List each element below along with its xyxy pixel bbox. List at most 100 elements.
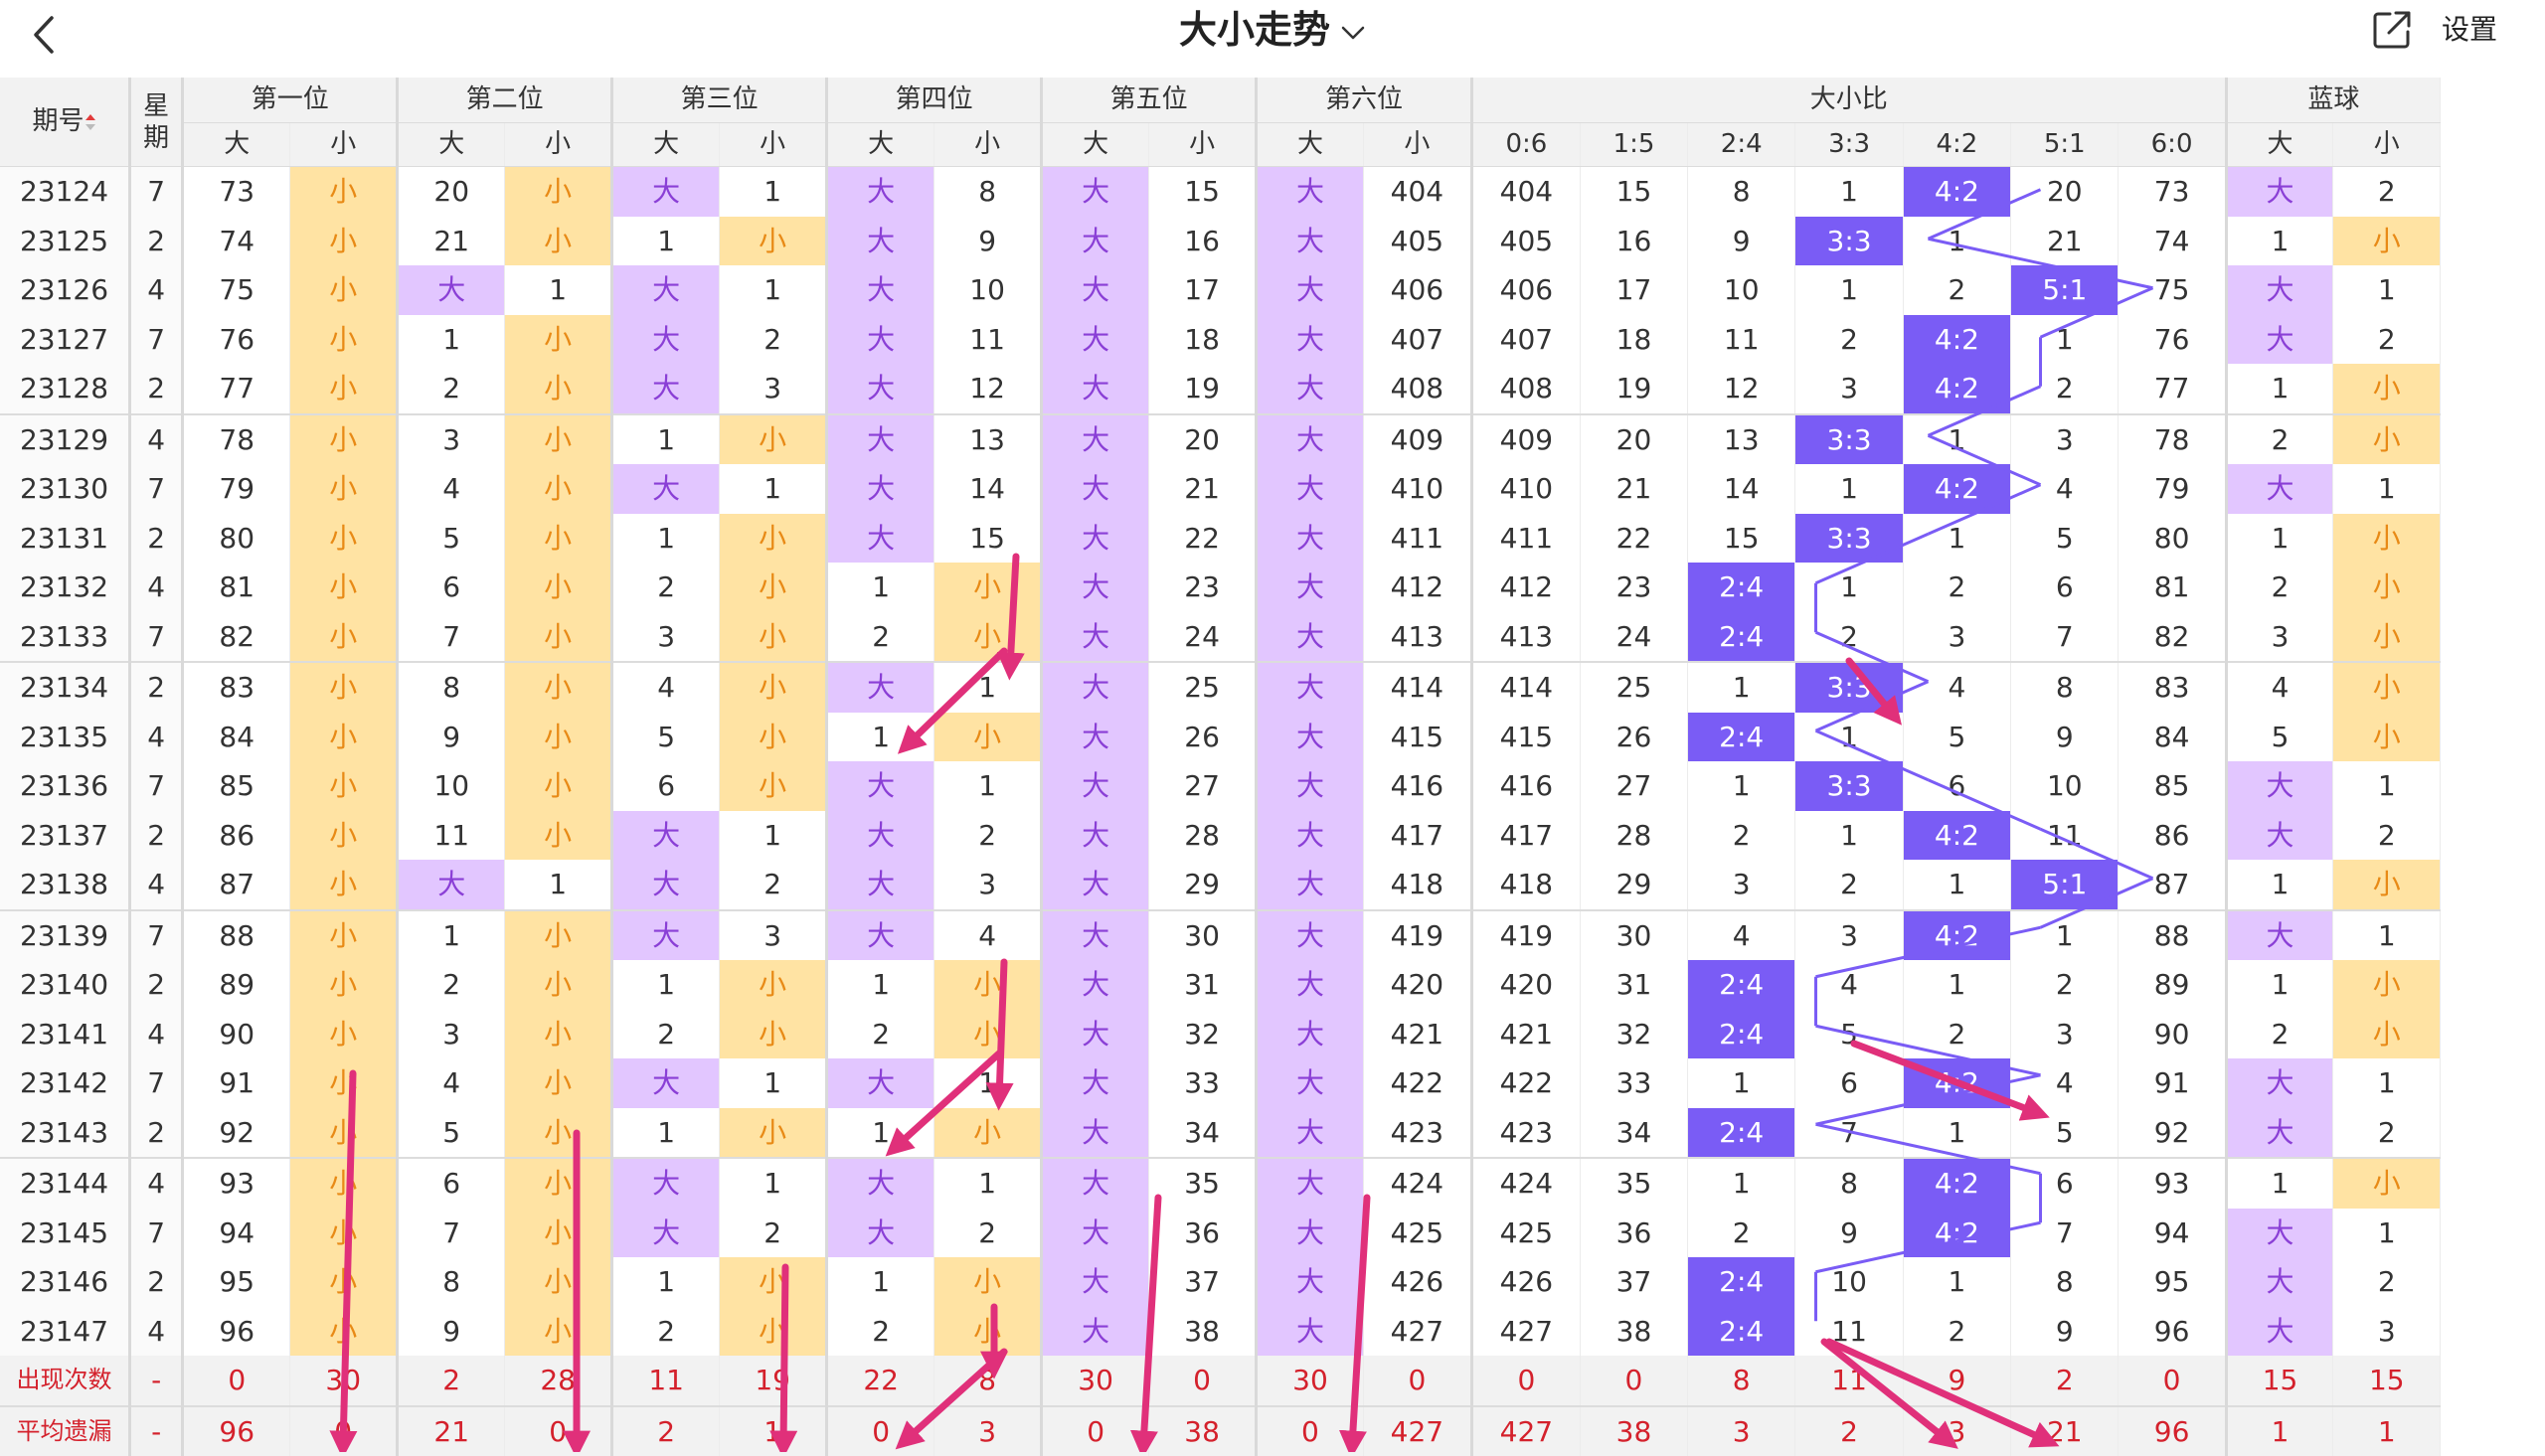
stat-value: 21 xyxy=(398,1406,505,1456)
ratio-omit-cell: 425 xyxy=(1471,1209,1580,1258)
week-cell: 4 xyxy=(130,563,183,612)
small-mark: 小 xyxy=(720,217,827,266)
blue-omit-cell: 2 xyxy=(2333,315,2441,365)
period-cell: 23135 xyxy=(0,713,130,762)
ratio-omit-cell: 21 xyxy=(1580,464,1687,514)
omit-cell: 404 xyxy=(1363,167,1471,217)
omit-cell: 1 xyxy=(827,960,934,1010)
chevron-down-icon xyxy=(1340,20,1366,46)
blue-big-mark: 大 xyxy=(2226,811,2333,861)
blue-omit-cell: 1 xyxy=(2333,910,2441,961)
col-small-header: 小 xyxy=(290,123,398,167)
omit-cell: 2 xyxy=(398,364,505,414)
ratio-hit-mark: 2:4 xyxy=(1688,960,1795,1010)
ratio-omit-cell: 2 xyxy=(1688,1209,1795,1258)
ratio-omit-cell: 10 xyxy=(1688,265,1795,315)
small-mark: 小 xyxy=(505,910,612,961)
omit-cell: 2 xyxy=(398,960,505,1010)
big-mark: 大 xyxy=(1257,1010,1364,1059)
ratio-omit-cell: 92 xyxy=(2119,1108,2226,1159)
omit-cell: 10 xyxy=(934,265,1042,315)
small-mark: 小 xyxy=(720,414,827,465)
small-mark: 小 xyxy=(505,1058,612,1108)
stat-value: 427 xyxy=(1363,1406,1471,1456)
ratio-omit-cell: 1 xyxy=(1795,167,1903,217)
ratio-omit-cell: 83 xyxy=(2119,662,2226,713)
blue-omit-cell: 2 xyxy=(2333,811,2441,861)
omit-cell: 1 xyxy=(398,910,505,961)
blue-omit-cell: 2 xyxy=(2226,1010,2333,1059)
ratio-omit-cell: 4 xyxy=(1688,910,1795,961)
small-mark: 小 xyxy=(290,414,398,465)
col-big-header: 大 xyxy=(827,123,934,167)
big-mark: 大 xyxy=(612,1209,720,1258)
omit-cell: 21 xyxy=(398,217,505,266)
omit-cell: 2 xyxy=(720,1209,827,1258)
ratio-omit-cell: 6 xyxy=(2011,1158,2119,1209)
omit-cell: 1 xyxy=(398,315,505,365)
col-big-header: 大 xyxy=(1257,123,1364,167)
ratio-omit-cell: 30 xyxy=(1580,910,1687,961)
col-period-header[interactable]: 期号 xyxy=(0,78,130,167)
col-week-header: 星期 xyxy=(130,78,183,167)
small-mark: 小 xyxy=(934,1108,1042,1159)
big-mark: 大 xyxy=(827,315,934,365)
big-mark: 大 xyxy=(612,265,720,315)
omit-cell: 2 xyxy=(612,1307,720,1357)
ratio-omit-cell: 406 xyxy=(1471,265,1580,315)
ratio-hit-mark: 5:1 xyxy=(2011,860,2119,910)
omit-cell: 408 xyxy=(1363,364,1471,414)
big-mark: 大 xyxy=(827,1158,934,1209)
ratio-omit-cell: 2 xyxy=(1795,860,1903,910)
week-cell: 4 xyxy=(130,860,183,910)
stat-value: 0 xyxy=(1149,1356,1257,1406)
ratio-omit-cell: 85 xyxy=(2119,761,2226,811)
small-mark: 小 xyxy=(720,713,827,762)
settings-button[interactable]: 设置 xyxy=(2442,12,2497,48)
small-mark: 小 xyxy=(720,612,827,663)
omit-cell: 93 xyxy=(183,1158,290,1209)
ratio-omit-cell: 421 xyxy=(1471,1010,1580,1059)
omit-cell: 6 xyxy=(398,1158,505,1209)
ratio-omit-cell: 6 xyxy=(1903,761,2010,811)
ratio-omit-cell: 412 xyxy=(1471,563,1580,612)
blue-small-mark: 小 xyxy=(2333,1158,2441,1209)
big-mark: 大 xyxy=(1257,1257,1364,1307)
ratio-omit-cell: 424 xyxy=(1471,1158,1580,1209)
omit-cell: 1 xyxy=(720,265,827,315)
omit-cell: 415 xyxy=(1363,713,1471,762)
share-icon[interactable] xyxy=(2370,8,2414,52)
page-title[interactable]: 大小走势 xyxy=(0,8,2545,52)
col-small-header: 小 xyxy=(1363,123,1471,167)
omit-cell: 1 xyxy=(720,464,827,514)
week-cell: 2 xyxy=(130,1257,183,1307)
ratio-omit-cell: 15 xyxy=(1580,167,1687,217)
ratio-omit-cell: 94 xyxy=(2119,1209,2226,1258)
omit-cell: 411 xyxy=(1363,514,1471,564)
ratio-hit-mark: 4:2 xyxy=(1903,1158,2010,1209)
period-cell: 23147 xyxy=(0,1307,130,1357)
period-cell: 23129 xyxy=(0,414,130,465)
ratio-hit-mark: 3:3 xyxy=(1795,514,1903,564)
col-big-header: 大 xyxy=(398,123,505,167)
period-cell: 23134 xyxy=(0,662,130,713)
ratio-omit-cell: 1 xyxy=(1903,217,2010,266)
omit-cell: 91 xyxy=(183,1058,290,1108)
omit-cell: 35 xyxy=(1149,1158,1257,1209)
blue-omit-cell: 1 xyxy=(2333,1209,2441,1258)
ratio-omit-cell: 3 xyxy=(2011,414,2119,465)
small-mark: 小 xyxy=(934,1257,1042,1307)
omit-cell: 14 xyxy=(934,464,1042,514)
omit-cell: 28 xyxy=(1149,811,1257,861)
small-mark: 小 xyxy=(290,364,398,414)
ratio-omit-cell: 1 xyxy=(1903,960,2010,1010)
small-mark: 小 xyxy=(505,514,612,564)
blue-big-mark: 大 xyxy=(2226,464,2333,514)
blue-small-mark: 小 xyxy=(2333,662,2441,713)
ratio-omit-cell: 11 xyxy=(2011,811,2119,861)
big-mark: 大 xyxy=(1257,364,1364,414)
ratio-omit-cell: 84 xyxy=(2119,713,2226,762)
